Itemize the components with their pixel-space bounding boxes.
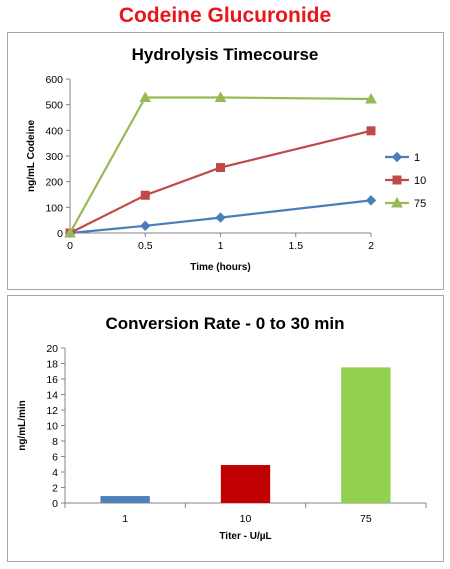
x-tick-label: 2 — [368, 240, 374, 252]
legend-label: 75 — [414, 198, 426, 210]
y-tick-label: 20 — [46, 343, 58, 355]
series-line-1 — [69, 199, 372, 235]
chart-title: Hydrolysis Timecourse — [132, 45, 319, 64]
bar-1 — [100, 496, 150, 503]
x-axis-title: Titer - U/µL — [219, 531, 271, 542]
data-point-75 — [214, 91, 227, 102]
y-tick-label: 0 — [52, 498, 58, 510]
data-point-75 — [64, 226, 76, 238]
y-tick-label: 100 — [45, 202, 63, 214]
bar-75 — [341, 367, 391, 503]
series-10 — [65, 126, 376, 238]
data-point-10 — [216, 163, 225, 173]
x-tick-label: 0 — [67, 240, 73, 252]
timecourse-chart-panel: Hydrolysis Timecourse 0 100 200 300 400 500 600… — [7, 32, 444, 290]
legend-label: 1 — [414, 152, 420, 164]
data-point-75 — [139, 91, 152, 102]
y-tick-label: 10 — [46, 421, 58, 433]
x-tick-label: 1 — [122, 513, 128, 525]
y-tick-label: 18 — [46, 359, 58, 371]
timecourse-chart: Hydrolysis Timecourse0100200300400500600… — [26, 45, 426, 273]
y-tick-label: 600 — [45, 74, 63, 86]
x-tick-label: 0.5 — [138, 240, 153, 252]
y-tick-label: 16 — [46, 374, 58, 386]
legend-marker — [391, 196, 403, 208]
y-tick-label: 400 — [45, 125, 63, 137]
legend-marker — [391, 151, 403, 163]
y-tick-label: 12 — [46, 405, 58, 417]
data-point-1 — [215, 212, 226, 223]
y-tick-label: 200 — [45, 177, 63, 189]
legend-label: 10 — [414, 175, 426, 187]
x-axis-title: Time (hours) — [190, 262, 250, 273]
y-axis-title: ng/mL/min — [17, 400, 28, 451]
y-tick-label: 6 — [52, 452, 58, 464]
legend-item-1: 1 — [385, 151, 420, 164]
page-title: Codeine Glucuronide — [118, 4, 332, 27]
data-point-10 — [366, 126, 376, 136]
chart-title: Conversion Rate - 0 to 30 min — [106, 314, 345, 333]
y-tick-label: 14 — [46, 390, 58, 402]
series-line-75 — [69, 96, 372, 234]
series-1 — [64, 195, 377, 239]
y-tick-label: 2 — [52, 483, 58, 495]
x-tick-label: 10 — [240, 513, 252, 525]
data-point-75 — [365, 92, 377, 104]
x-tick-label: 75 — [360, 513, 372, 525]
series-75 — [64, 91, 377, 238]
legend-item-75: 75 — [385, 196, 426, 210]
legend-item-10: 10 — [385, 175, 426, 187]
y-tick-label: 0 — [57, 228, 63, 240]
legend-marker — [392, 175, 402, 185]
y-tick-label: 4 — [52, 467, 58, 479]
y-tick-label: 500 — [45, 100, 63, 112]
series-line-10 — [69, 129, 372, 234]
y-tick-label: 300 — [45, 151, 63, 163]
y-tick-label: 8 — [52, 436, 58, 448]
conversion-rate-chart-panel: Conversion Rate - 0 to 30 min 0 2 4 6 8 10 12 14… — [7, 295, 444, 562]
data-point-1 — [365, 195, 377, 206]
data-point-10 — [140, 190, 150, 200]
conversion-rate-chart: Conversion Rate - 0 to 30 min 0 2 4 6 8 10 12 14… — [17, 314, 427, 542]
x-tick-label: 1.5 — [288, 240, 303, 252]
x-tick-label: 1 — [218, 240, 224, 252]
bar-10 — [220, 465, 271, 503]
data-point-1 — [140, 220, 151, 232]
y-axis-title: ng/mL Codeine — [26, 120, 37, 192]
